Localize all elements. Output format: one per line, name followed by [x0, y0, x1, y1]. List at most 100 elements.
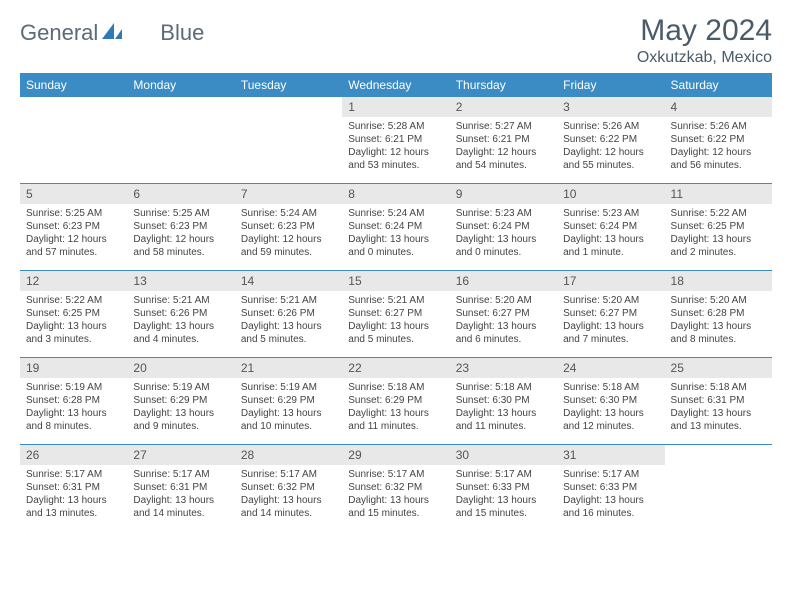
day-cell	[20, 97, 127, 183]
day-details: Sunrise: 5:26 AMSunset: 6:22 PMDaylight:…	[665, 117, 772, 176]
daylight-text: Daylight: 13 hours	[563, 407, 658, 420]
sunset-text: Sunset: 6:27 PM	[456, 307, 551, 320]
sunrise-text: Sunrise: 5:17 AM	[563, 468, 658, 481]
daylight-text-2: and 7 minutes.	[563, 333, 658, 346]
daylight-text: Daylight: 12 hours	[456, 146, 551, 159]
daylight-text: Daylight: 13 hours	[26, 320, 121, 333]
week-row: 26 Sunrise: 5:17 AM Sunset: 6:31 PMDayligh…	[20, 444, 772, 531]
week-row: 19Sunrise: 5:19 AMSunset: 6:28 PMDayligh…	[20, 357, 772, 444]
day-number: 19	[20, 358, 127, 378]
daylight-text: Daylight: 13 hours	[456, 320, 551, 333]
weekday-header-row: SundayMondayTuesdayWednesdayThursdayFrid…	[20, 73, 772, 97]
sunset-text: Sunset: 6:31 PM	[26, 481, 121, 494]
daylight-text-2: and 3 minutes.	[26, 333, 121, 346]
day-cell: 22Sunrise: 5:18 AMSunset: 6:29 PMDayligh…	[342, 358, 449, 444]
sunset-text: Sunset: 6:22 PM	[671, 133, 766, 146]
day-details: Sunrise: 5:24 AMSunset: 6:23 PMDaylight:…	[235, 204, 342, 263]
day-number: 5	[20, 184, 127, 204]
week-row: 5Sunrise: 5:25 AMSunset: 6:23 PMDaylight…	[20, 183, 772, 270]
sail-icon	[100, 21, 124, 46]
daylight-text: Daylight: 12 hours	[133, 233, 228, 246]
day-cell	[665, 445, 772, 531]
daylight-text-2: and 6 minutes.	[456, 333, 551, 346]
weekday-header: Thursday	[450, 73, 557, 97]
day-cell: 10Sunrise: 5:23 AMSunset: 6:24 PMDayligh…	[557, 184, 664, 270]
daylight-text-2: and 16 minutes.	[563, 507, 658, 520]
day-number: 14	[235, 271, 342, 291]
day-number: 27	[127, 445, 234, 465]
sunset-text: Sunset: 6:29 PM	[133, 394, 228, 407]
daylight-text: Daylight: 13 hours	[348, 320, 443, 333]
sunrise-text: Sunrise: 5:20 AM	[671, 294, 766, 307]
day-details: Sunrise: 5:20 AMSunset: 6:28 PMDaylight:…	[665, 291, 772, 350]
sunset-text: Sunset: 6:30 PM	[563, 394, 658, 407]
day-cell: 25Sunrise: 5:18 AMSunset: 6:31 PMDayligh…	[665, 358, 772, 444]
day-number: 22	[342, 358, 449, 378]
logo: General Blue	[20, 14, 204, 46]
day-number: 18	[665, 271, 772, 291]
daylight-text: Daylight: 13 hours	[26, 494, 121, 507]
day-details: Sunrise: 5:20 AMSunset: 6:27 PMDaylight:…	[557, 291, 664, 350]
sunrise-text: Sunrise: 5:17 AM	[348, 468, 443, 481]
day-details: Sunrise: 5:17 AMSunset: 6:32 PMDaylight:…	[235, 465, 342, 524]
day-number: 8	[342, 184, 449, 204]
day-number: 10	[557, 184, 664, 204]
daylight-text: Daylight: 13 hours	[133, 407, 228, 420]
daylight-text-2: and 5 minutes.	[348, 333, 443, 346]
sunrise-text: Sunrise: 5:25 AM	[133, 207, 228, 220]
day-number	[235, 97, 342, 117]
day-details: Sunrise: 5:22 AMSunset: 6:25 PMDaylight:…	[20, 291, 127, 350]
title-area: May 2024 Oxkutzkab, Mexico	[637, 14, 772, 67]
day-details: Sunrise: 5:18 AMSunset: 6:29 PMDaylight:…	[342, 378, 449, 437]
daylight-text: Daylight: 13 hours	[348, 407, 443, 420]
daylight-text: Daylight: 12 hours	[26, 233, 121, 246]
day-number: 4	[665, 97, 772, 117]
sunrise-text: Sunrise: 5:26 AM	[671, 120, 766, 133]
day-number: 11	[665, 184, 772, 204]
day-cell	[235, 97, 342, 183]
sunset-text: Sunset: 6:23 PM	[241, 220, 336, 233]
day-cell: 23Sunrise: 5:18 AMSunset: 6:30 PMDayligh…	[450, 358, 557, 444]
day-number: 25	[665, 358, 772, 378]
day-details: Sunrise: 5:25 AMSunset: 6:23 PMDaylight:…	[127, 204, 234, 263]
daylight-text-2: and 53 minutes.	[348, 159, 443, 172]
day-cell: 18Sunrise: 5:20 AMSunset: 6:28 PMDayligh…	[665, 271, 772, 357]
day-cell: 11Sunrise: 5:22 AMSunset: 6:25 PMDayligh…	[665, 184, 772, 270]
day-number: 26	[20, 445, 127, 465]
day-cell: 17Sunrise: 5:20 AMSunset: 6:27 PMDayligh…	[557, 271, 664, 357]
day-cell: 2Sunrise: 5:27 AMSunset: 6:21 PMDaylight…	[450, 97, 557, 183]
daylight-text-2: and 15 minutes.	[348, 507, 443, 520]
day-number: 9	[450, 184, 557, 204]
daylight-text-2: and 8 minutes.	[671, 333, 766, 346]
day-cell: 26Sunrise: 5:17 AMSunset: 6:31 PMDayligh…	[20, 445, 127, 531]
location: Oxkutzkab, Mexico	[637, 49, 772, 67]
sunset-text: Sunset: 6:28 PM	[26, 394, 121, 407]
sunset-text: Sunset: 6:33 PM	[456, 481, 551, 494]
day-details: Sunrise: 5:24 AMSunset: 6:24 PMDaylight:…	[342, 204, 449, 263]
day-number: 20	[127, 358, 234, 378]
sunset-text: Sunset: 6:21 PM	[456, 133, 551, 146]
daylight-text: Daylight: 13 hours	[241, 407, 336, 420]
header: General Blue May 2024 Oxkutzkab, Mexico	[20, 14, 772, 67]
day-number: 28	[235, 445, 342, 465]
daylight-text-2: and 58 minutes.	[133, 246, 228, 259]
day-cell: 31Sunrise: 5:17 AMSunset: 6:33 PMDayligh…	[557, 445, 664, 531]
day-details: Sunrise: 5:20 AMSunset: 6:27 PMDaylight:…	[450, 291, 557, 350]
day-number: 16	[450, 271, 557, 291]
daylight-text-2: and 59 minutes.	[241, 246, 336, 259]
sunrise-text: Sunrise: 5:25 AM	[26, 207, 121, 220]
sunset-text: Sunset: 6:25 PM	[26, 307, 121, 320]
day-number	[665, 445, 772, 465]
sunset-text: Sunset: 6:23 PM	[133, 220, 228, 233]
calendar-grid: SundayMondayTuesdayWednesdayThursdayFrid…	[20, 73, 772, 531]
daylight-text: Daylight: 13 hours	[563, 320, 658, 333]
daylight-text: Daylight: 12 hours	[671, 146, 766, 159]
day-cell	[127, 97, 234, 183]
day-details: Sunrise: 5:18 AMSunset: 6:31 PMDaylight:…	[665, 378, 772, 437]
sunset-text: Sunset: 6:27 PM	[348, 307, 443, 320]
weekday-header: Tuesday	[235, 73, 342, 97]
day-number: 1	[342, 97, 449, 117]
daylight-text-2: and 10 minutes.	[241, 420, 336, 433]
weekday-header: Wednesday	[342, 73, 449, 97]
week-row: 12Sunrise: 5:22 AMSunset: 6:25 PMDayligh…	[20, 270, 772, 357]
